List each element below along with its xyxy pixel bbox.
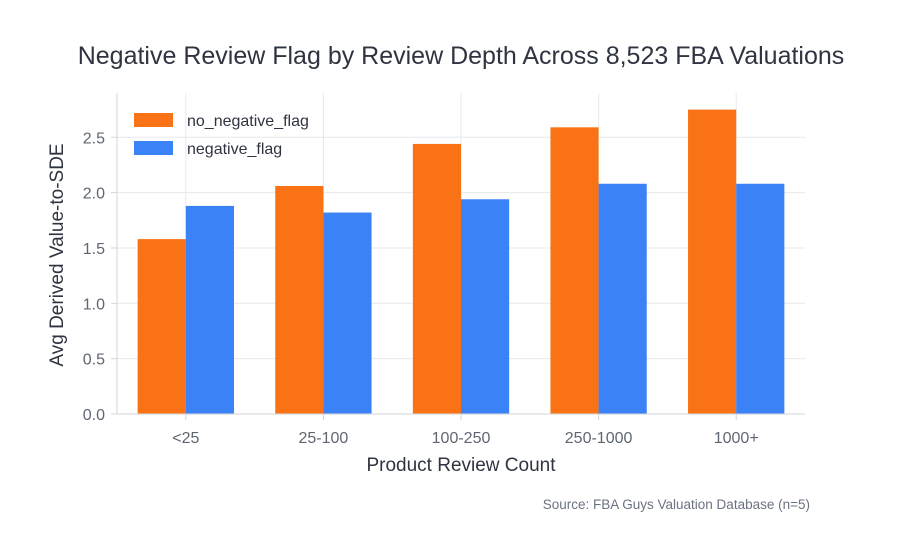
x-tick-label: 250-1000 bbox=[565, 430, 633, 447]
y-axis-label: Avg Derived Value-to-SDE bbox=[47, 143, 68, 366]
y-tick-label: 0.0 bbox=[83, 407, 105, 424]
bar-negative_flag bbox=[185, 205, 234, 414]
bar-no_negative_flag bbox=[688, 109, 737, 414]
bar-no_negative_flag bbox=[550, 127, 599, 415]
y-tick-label: 1.0 bbox=[83, 296, 105, 313]
bar-negative_flag bbox=[461, 199, 510, 414]
y-tick-label: 0.5 bbox=[83, 352, 105, 369]
source-note: Source: FBA Guys Valuation Database (n=5… bbox=[543, 497, 810, 512]
x-tick-label: 1000+ bbox=[714, 430, 759, 447]
y-tick-label: 2.5 bbox=[83, 130, 105, 147]
bar-no_negative_flag bbox=[275, 185, 324, 414]
bar-no_negative_flag bbox=[137, 239, 186, 414]
x-axis-label: Product Review Count bbox=[366, 455, 556, 476]
x-tick-label: 100-250 bbox=[432, 430, 491, 447]
axes: 0.0 0.5 1.0 1.5 2.0 2.5 <25 25-100 100-250 250-10… bbox=[83, 93, 805, 447]
legend-label: negative_flag bbox=[187, 141, 282, 158]
legend-swatch-no_negative_flag bbox=[134, 113, 173, 127]
bar-negative_flag bbox=[736, 183, 785, 414]
y-tick-label: 1.5 bbox=[83, 241, 105, 258]
legend-label: no_negative_flag bbox=[187, 113, 309, 130]
legend-swatch-negative_flag bbox=[134, 141, 173, 155]
bar-negative_flag bbox=[323, 212, 372, 414]
bar-no_negative_flag bbox=[412, 143, 461, 414]
legend: no_negative_flag negative_flag bbox=[134, 113, 309, 158]
bar-negative_flag bbox=[598, 183, 647, 414]
x-tick-label: <25 bbox=[172, 430, 199, 447]
chart-title: Negative Review Flag by Review Depth Acr… bbox=[78, 42, 845, 70]
x-tick-label: 25-100 bbox=[298, 430, 348, 447]
bars bbox=[137, 109, 785, 415]
y-tick-label: 2.0 bbox=[83, 186, 105, 203]
